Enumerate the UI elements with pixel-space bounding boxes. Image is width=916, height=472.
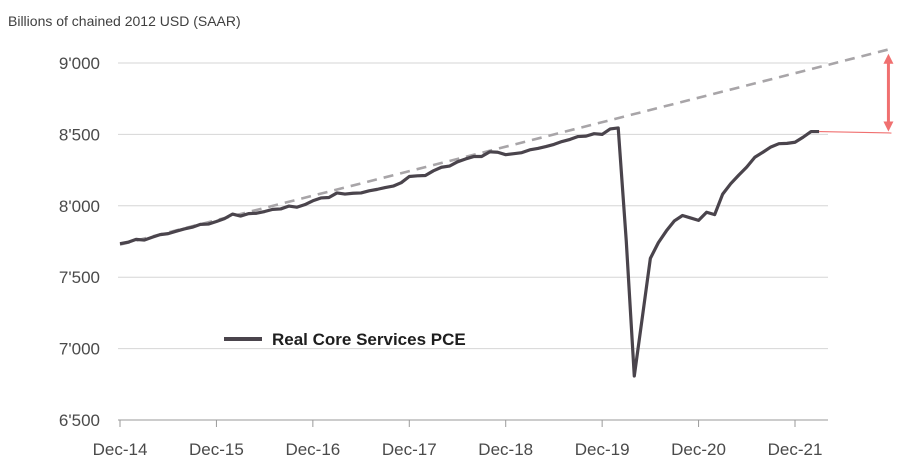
y-tick-label: 6'500 <box>59 411 100 430</box>
series-layer <box>119 47 892 378</box>
gap-arrow-head-bottom <box>883 121 894 132</box>
x-tick-label: Dec-21 <box>768 440 823 459</box>
gap-arrow-head-top <box>883 53 894 64</box>
x-tick-label: Dec-15 <box>189 440 244 459</box>
legend-label: Real Core Services PCE <box>272 330 466 349</box>
y-tick-label: 7'000 <box>59 340 100 359</box>
y-tick-label: 7'500 <box>59 268 100 287</box>
trend-line <box>119 47 892 246</box>
x-tick-label: Dec-16 <box>285 440 340 459</box>
annotations <box>819 53 894 134</box>
x-tick-label: Dec-14 <box>93 440 148 459</box>
gridlines <box>118 62 828 421</box>
y-axis-unit-label: Billions of chained 2012 USD (SAAR) <box>8 13 241 29</box>
y-tick-label: 8'000 <box>59 197 100 216</box>
x-tick-label: Dec-17 <box>382 440 437 459</box>
x-tick-label: Dec-19 <box>575 440 630 459</box>
x-tick-labels: Dec-14 Dec-15 Dec-16 Dec-17 Dec-18 Dec-19 Dec-… <box>93 420 823 459</box>
gap-connector-line <box>819 130 892 134</box>
legend: Real Core Services PCE <box>224 330 466 349</box>
x-tick-label: Dec-18 <box>478 440 533 459</box>
y-tick-label: 8'500 <box>59 125 100 144</box>
y-tick-label: 9'000 <box>59 54 100 73</box>
x-tick-label: Dec-20 <box>671 440 726 459</box>
y-tick-labels: 6'500 7'000 7'500 8'000 8'500 9'000 <box>59 54 100 430</box>
series-line-real-core-services-pce <box>119 126 820 378</box>
